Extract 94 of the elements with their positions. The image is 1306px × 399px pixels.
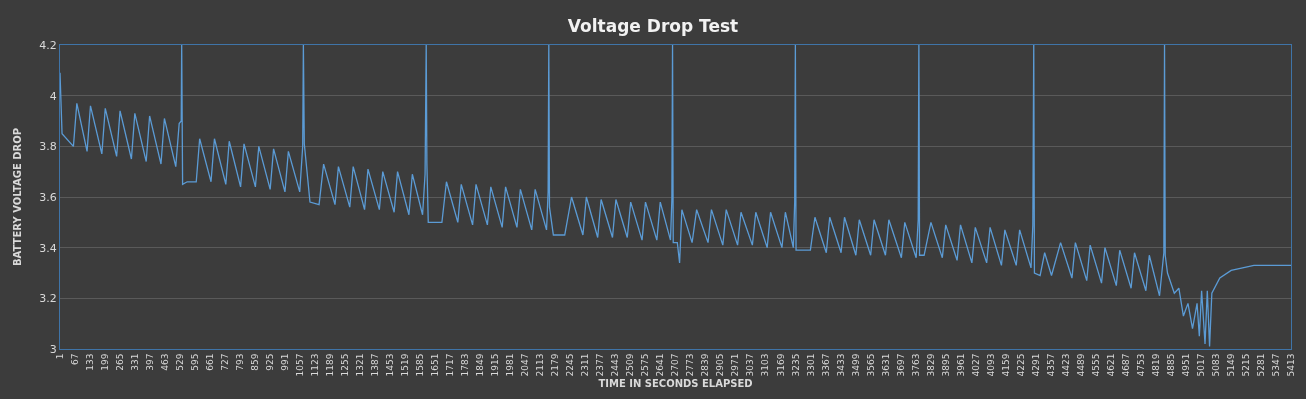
x-tick-label: 2905 [715,353,726,377]
x-tick-label: 1057 [295,353,306,377]
x-tick-label: 397 [145,353,155,371]
y-tick-label: 3.2 [39,292,57,306]
x-tick-label: 3037 [745,353,756,377]
x-tick-label: 991 [280,353,291,371]
x-tick-label: 1387 [370,353,381,377]
x-tick-label: 1717 [445,353,456,377]
x-tick-label: 2179 [550,353,561,377]
y-tick-label: 4 [49,89,57,103]
x-tick-label: 4423 [1060,353,1071,377]
x-tick-label: 2707 [670,353,681,377]
x-tick-label: 2311 [580,353,591,377]
x-tick-label: 463 [160,353,171,371]
x-tick-label: 5083 [1210,353,1221,377]
x-tick-label: 4555 [1090,353,1101,377]
x-tick-label: 4291 [1030,353,1041,377]
x-tick-label: 1981 [505,353,516,377]
x-tick-label: 1849 [475,353,486,377]
x-tick-label: 1 [54,353,65,360]
x-tick-label: 1651 [430,353,441,377]
x-tick-label: 1519 [400,353,411,377]
x-tick-label: 331 [129,353,140,371]
chart-title: Voltage Drop Test [567,15,739,36]
x-tick-label: 265 [114,353,125,371]
x-tick-label: 199 [99,353,110,371]
x-tick-label: 1123 [310,353,321,377]
x-tick-label: 133 [84,353,95,371]
x-tick-label: 5347 [1270,353,1281,377]
x-tick-label: 595 [190,353,201,371]
x-tick-label: 2377 [595,353,606,377]
x-tick-label: 4819 [1150,353,1161,377]
x-tick-label: 2773 [685,353,696,377]
x-tick-label: 3367 [820,353,831,377]
x-tick-label: 3697 [895,353,906,377]
x-tick-label: 1255 [340,353,351,377]
x-tick-label: 2839 [700,353,711,377]
x-tick-label: 859 [250,353,261,371]
x-tick-label: 5017 [1195,353,1206,377]
x-tick-label: 5149 [1225,353,1236,377]
x-tick-label: 3235 [790,353,801,377]
x-tick-label: 3895 [940,353,951,377]
x-tick-label: 4621 [1105,353,1116,377]
x-tick-label: 2641 [655,353,666,377]
x-tick-label: 1189 [325,353,336,377]
x-tick-label: 2971 [730,353,741,377]
x-tick-label: 2575 [640,353,651,377]
x-tick-label: 4027 [970,353,981,377]
x-tick-label: 2245 [565,353,576,377]
x-tick-label: 1453 [385,353,396,377]
x-tick-label: 3565 [865,353,876,377]
x-tick-label: 5413 [1285,353,1296,377]
line-series [60,45,1291,348]
x-tick-label: 2047 [520,353,531,377]
x-tick-label: 2509 [625,353,636,377]
x-tick-label: 4885 [1165,353,1176,377]
x-tick-label: 529 [175,353,186,371]
x-tick-label: 3763 [910,353,921,377]
x-tick-label: 661 [205,353,216,371]
x-tick-label: 3631 [880,353,891,377]
y-axis-title: BATTERY VOLTAGE DROP [12,127,24,267]
x-tick-label: 4951 [1180,353,1191,377]
y-tick-label: 3.8 [39,140,57,154]
x-tick-label: 727 [220,353,231,371]
x-tick-label: 3829 [925,353,936,377]
x-tick-label: 2113 [535,353,546,377]
x-tick-label: 1585 [415,353,426,377]
x-tick-label: 5215 [1240,353,1251,377]
x-tick-label: 4225 [1015,353,1026,377]
x-tick-label: 2443 [610,353,621,377]
x-tick-label: 3301 [805,353,816,377]
x-tick-label: 67 [69,353,80,366]
x-tick-label: 1915 [490,353,501,377]
x-tick-label: 3961 [955,353,966,377]
x-tick-label: 4159 [1000,353,1011,377]
x-tick-label: 793 [235,353,246,371]
y-tick-label: 3.4 [39,241,57,255]
x-tick-label: 4093 [985,353,996,377]
x-tick-label: 4489 [1075,353,1086,377]
y-tick-label: 3.6 [39,190,57,204]
y-tick-label: 4.2 [39,38,57,52]
x-tick-label: 925 [265,353,276,371]
x-tick-label: 1783 [460,353,471,377]
x-tick-label: 5281 [1255,353,1266,377]
x-tick-label: 1321 [355,353,366,377]
x-tick-label: 4687 [1120,353,1131,377]
x-axis-title: TIME IN SECONDS ELAPSED [598,378,753,390]
x-tick-label: 3433 [835,353,846,377]
x-tick-label: 3169 [775,353,786,377]
x-tick-label: 4357 [1045,353,1056,377]
x-tick-label: 3103 [760,353,771,377]
x-tick-label: 4753 [1135,353,1146,377]
y-tick-label: 3 [49,342,57,356]
x-tick-label: 3499 [850,353,861,377]
